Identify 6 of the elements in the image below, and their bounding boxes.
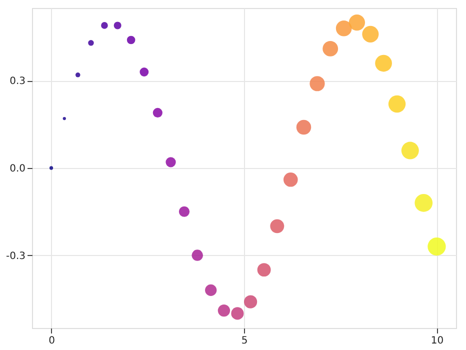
x-tick-label: 5 — [241, 336, 248, 346]
x-tick-label: 10 — [430, 336, 444, 346]
x-tick-label: 0 — [48, 336, 55, 346]
y-tick-label: -0.3 — [6, 250, 26, 262]
y-tick-label: 0.0 — [10, 164, 26, 174]
y-tick-label: 0.3 — [10, 76, 26, 88]
